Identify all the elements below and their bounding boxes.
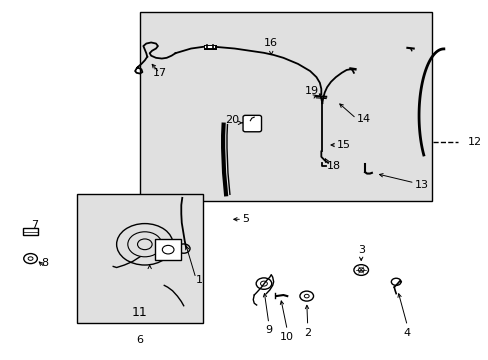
Text: 20: 20	[225, 115, 239, 125]
Text: 17: 17	[152, 68, 166, 78]
Bar	[140, 12, 431, 202]
Text: 2: 2	[304, 328, 311, 338]
Bar	[154, 239, 181, 260]
Text: 13: 13	[414, 180, 428, 190]
Text: 16: 16	[264, 38, 278, 48]
Text: 6: 6	[136, 336, 143, 345]
Text: 14: 14	[356, 114, 370, 124]
FancyBboxPatch shape	[243, 115, 261, 132]
Text: 12: 12	[467, 138, 481, 148]
Text: 3: 3	[357, 245, 364, 255]
Text: 4: 4	[403, 328, 410, 338]
Text: 11: 11	[132, 306, 147, 319]
Text: 5: 5	[242, 214, 248, 224]
Text: 18: 18	[326, 161, 341, 171]
Text: 8: 8	[41, 257, 49, 267]
Text: 19: 19	[304, 86, 318, 96]
Text: 1: 1	[196, 275, 203, 285]
Bar	[23, 228, 38, 235]
Text: 9: 9	[264, 325, 272, 335]
Bar	[77, 194, 203, 323]
Text: 7: 7	[31, 220, 38, 230]
Text: 10: 10	[280, 332, 294, 342]
Text: 15: 15	[336, 140, 350, 150]
